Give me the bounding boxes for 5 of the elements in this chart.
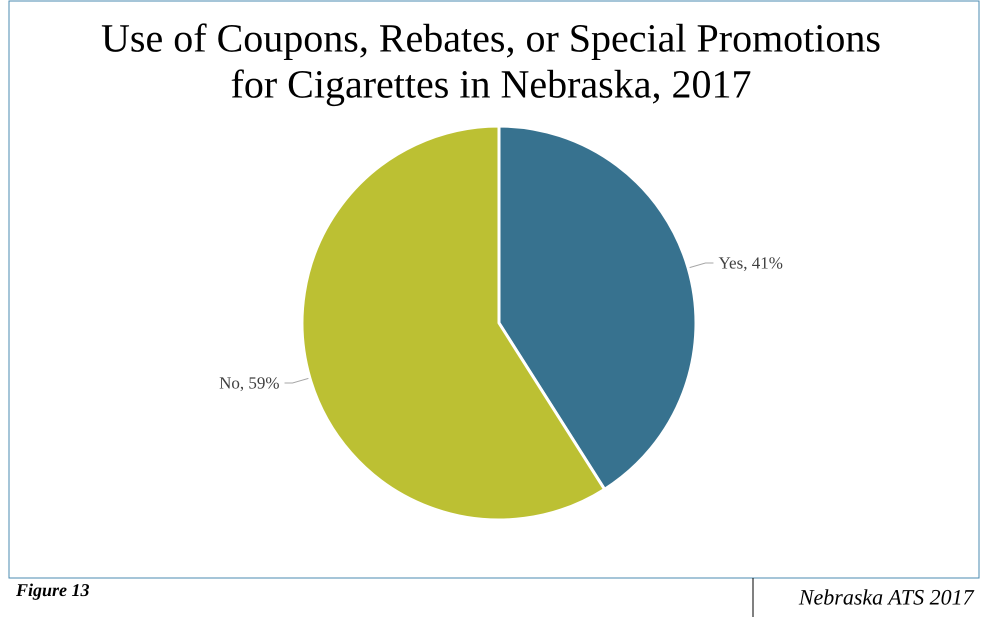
chart-title: Use of Coupons, Rebates, or Special Promotions for Cigarettes in Nebraska, 2017: [101, 16, 881, 106]
slice-label: Yes, 41%: [718, 254, 783, 273]
caption: Figure 13: [15, 580, 90, 600]
text: Nebraska ATS 2017: [798, 584, 975, 610]
slice-label: No, 59%: [219, 373, 280, 392]
